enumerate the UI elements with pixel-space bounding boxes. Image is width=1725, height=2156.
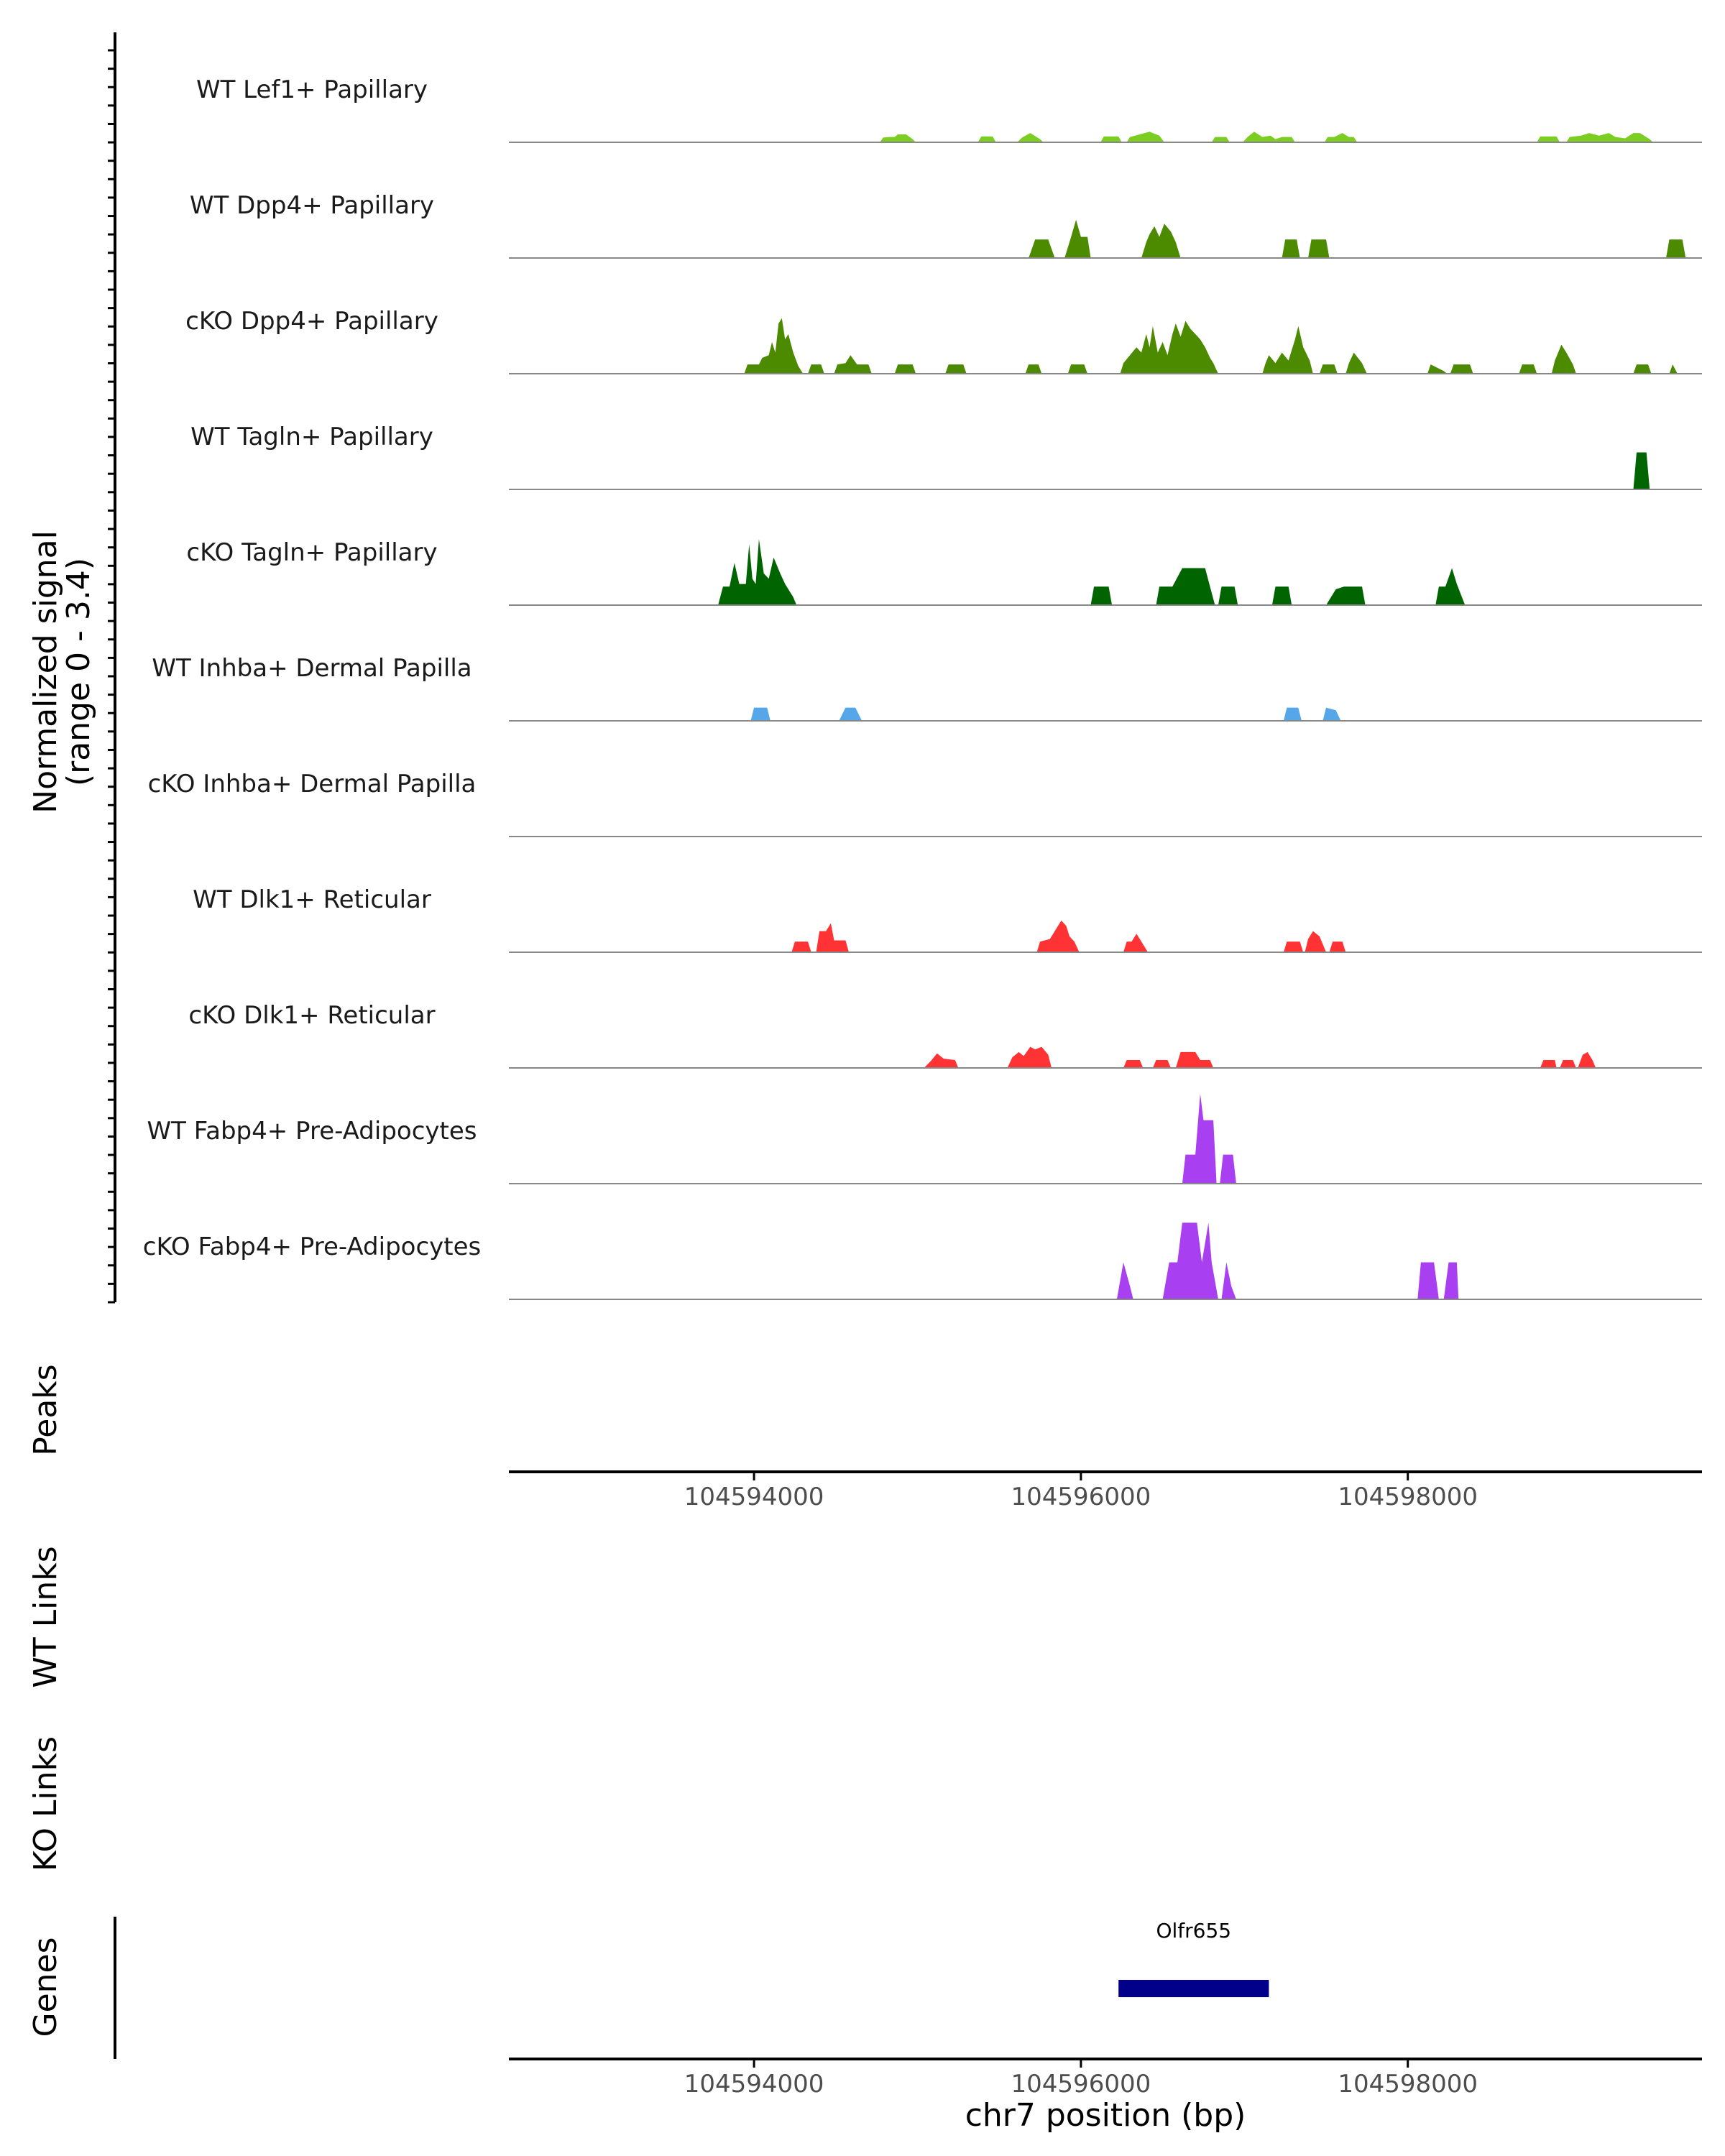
track-11: cKO Fabp4+ Pre-Adipocytes [143,1222,1702,1300]
track-label: WT Tagln+ Papillary [190,423,433,451]
track-signal-area [1029,219,1686,258]
track-signal-area [1116,1222,1459,1299]
x-tick-label-lower: 104596000 [1011,2070,1151,2099]
track-label: cKO Inhba+ Dermal Papilla [148,770,477,798]
x-axis-label: chr7 position (bp) [965,2097,1246,2134]
genes-label: Genes [27,1937,64,2037]
track-3: cKO Dpp4+ Papillary [185,307,1702,374]
panel-labels: Peaks WT Links KO Links Genes [27,1364,64,2037]
track-signal-area [718,539,1634,605]
track-label: WT Dlk1+ Reticular [193,885,431,914]
track-signal-area [880,132,1653,142]
track-label: cKO Dlk1+ Reticular [188,1001,435,1030]
track-8: WT Dlk1+ Reticular [193,885,1702,953]
wt-links-label: WT Links [27,1546,64,1687]
peaks-label: Peaks [27,1364,64,1455]
x-tick-label-upper: 104594000 [684,1483,824,1511]
track-10: WT Fabp4+ Pre-Adipocytes [147,1094,1702,1184]
ko-links-label: KO Links [27,1736,64,1871]
track-label: cKO Tagln+ Papillary [186,538,437,567]
track-label: WT Inhba+ Dermal Papilla [152,654,472,683]
track-label: cKO Dpp4+ Papillary [185,307,438,336]
gene-body [1118,1980,1269,1997]
track-2: WT Dpp4+ Papillary [190,191,1702,259]
gene-label: Olfr655 [1156,1919,1231,1943]
track-1: WT Lef1+ Papillary [196,75,1702,143]
x-tick-label-lower: 104598000 [1338,2070,1478,2099]
track-7: cKO Inhba+ Dermal Papilla [148,770,1702,837]
signal-tracks: WT Lef1+ Papillary WT Dpp4+ Papillary cKO … [143,75,1702,1300]
track-label: cKO Fabp4+ Pre-Adipocytes [143,1233,482,1261]
gene-Olfr655: Olfr655 [1118,1919,1269,1997]
x-tick-label-lower: 104594000 [684,2070,824,2099]
track-signal-area [744,318,1678,374]
track-9: cKO Dlk1+ Reticular [188,1001,1702,1069]
track-signal-area [1633,452,1650,489]
track-label: WT Dpp4+ Papillary [190,191,434,220]
y-axis-label: Normalized signal(range 0 - 3.4) [27,530,97,814]
x-tick-label-upper: 104596000 [1011,1483,1151,1511]
track-label: WT Lef1+ Papillary [196,75,428,104]
track-signal-area [1182,1094,1236,1184]
track-4: WT Tagln+ Papillary [190,423,1702,490]
y-axis-label-line: (range 0 - 3.4) [60,558,97,786]
track-signal-area [791,920,1346,952]
gene-track: Olfr655 [1118,1919,1269,1997]
axes: Normalized signal(range 0 - 3.4) 10459400… [27,32,1702,2134]
track-signal-area [750,707,1341,721]
track-label: WT Fabp4+ Pre-Adipocytes [147,1117,477,1146]
x-tick-label-upper: 104598000 [1338,1483,1478,1511]
y-axis-label-line: Normalized signal [27,530,64,814]
track-5: cKO Tagln+ Papillary [186,538,1702,606]
track-signal-area [924,1046,1596,1068]
track-6: WT Inhba+ Dermal Papilla [152,654,1702,722]
